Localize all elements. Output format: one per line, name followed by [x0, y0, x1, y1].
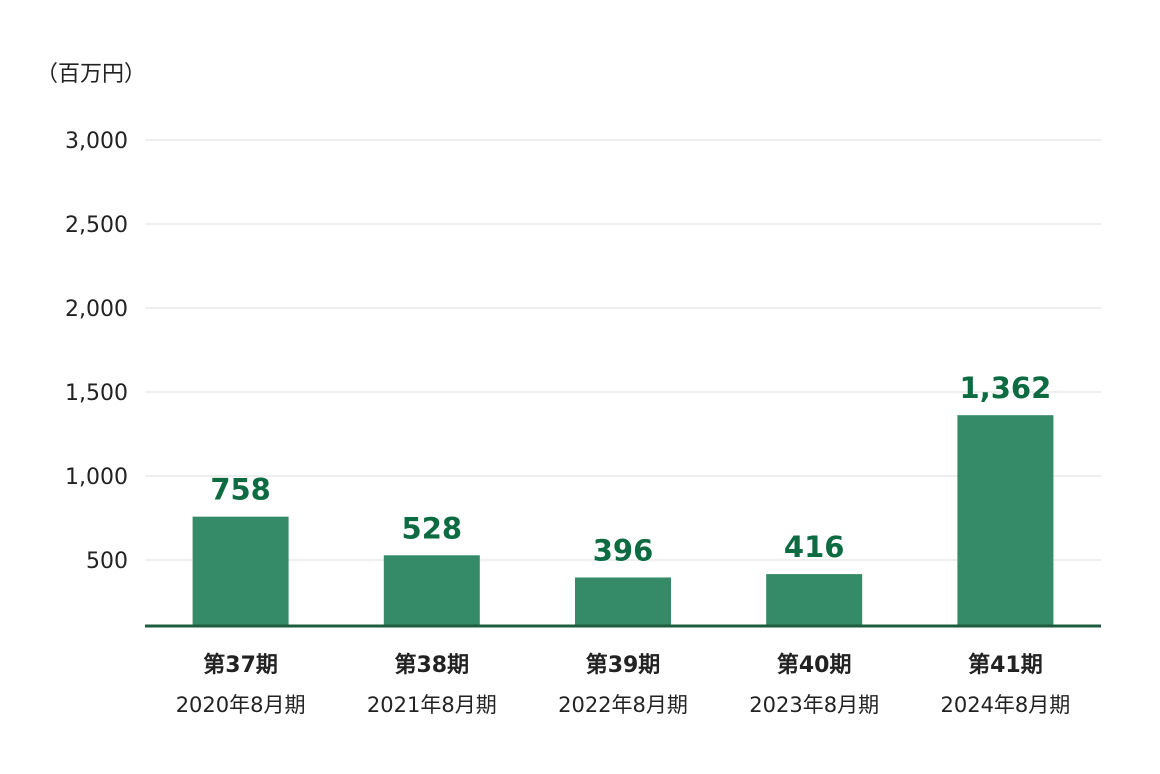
x-category-label: 第40期: [777, 652, 852, 678]
y-tick-label: 500: [86, 549, 128, 574]
y-tick-label: 1,000: [65, 465, 128, 490]
bar: [957, 415, 1054, 626]
gridlines: [145, 139, 1101, 561]
data-label: 416: [784, 530, 845, 564]
x-axis-labels: 第37期 2020年8月期 第38期 2021年8月期 第39期 2022年8月期 第40期…: [176, 652, 1071, 717]
bar: [766, 574, 863, 626]
data-label: 396: [593, 533, 654, 567]
bar: [383, 555, 480, 626]
x-period-label: 2022年8月期: [558, 693, 688, 717]
x-period-label: 2023年8月期: [749, 693, 879, 717]
unit-label: （百万円）: [36, 62, 147, 87]
data-labels: 758 528 396 416 1,362: [210, 371, 1051, 567]
x-period-label: 2024年8月期: [940, 693, 1070, 717]
x-category-label: 第39期: [586, 652, 661, 678]
data-label: 1,362: [960, 371, 1052, 405]
y-tick-label: 2,500: [65, 213, 128, 238]
y-tick-label: 2,000: [65, 297, 128, 322]
data-label: 758: [210, 473, 271, 507]
bars: [192, 415, 1054, 626]
x-category-label: 第37期: [203, 652, 278, 678]
data-label: 528: [402, 511, 463, 545]
y-tick-label: 1,500: [65, 381, 128, 406]
x-period-label: 2021年8月期: [367, 693, 497, 717]
x-category-label: 第41期: [968, 652, 1043, 678]
bar: [575, 577, 671, 626]
x-period-label: 2020年8月期: [176, 693, 306, 717]
y-tick-label: 3,000: [65, 129, 128, 154]
y-axis-ticks: 500 1,000 1,500 2,000 2,500 3,000: [65, 129, 128, 574]
x-category-label: 第38期: [394, 652, 469, 678]
bar: [192, 516, 289, 626]
